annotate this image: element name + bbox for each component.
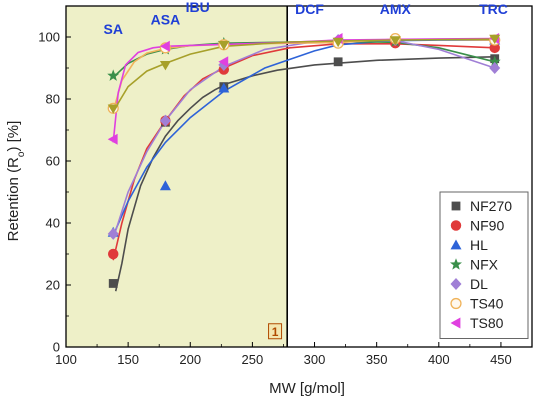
legend-label-ts80: TS80	[470, 315, 504, 331]
point-nf270-0	[108, 279, 118, 288]
y-tick-label-100: 100	[38, 30, 60, 45]
x-tick-label-200: 200	[179, 352, 201, 367]
x-tick-label-350: 350	[366, 352, 388, 367]
legend-marker-hl	[450, 239, 462, 250]
point-ts80-0	[107, 133, 118, 145]
legend-marker-dl	[450, 277, 462, 291]
x-tick-label-250: 250	[242, 352, 264, 367]
shaded-region	[66, 6, 288, 347]
curve-dl	[112, 39, 495, 239]
region-label: 1	[272, 325, 279, 339]
legend-marker-ts40	[450, 297, 462, 310]
legend-label-dl: DL	[470, 276, 488, 292]
fit-curves-layer	[112, 37, 495, 292]
y-axis-title-tail: ) [%]	[5, 121, 22, 152]
legend-marker-nf90	[450, 220, 462, 231]
x-tick-label-300: 300	[304, 352, 326, 367]
annotation-asa: ASA	[151, 12, 181, 28]
data-points-layer	[107, 32, 501, 288]
point-dl-0	[107, 227, 119, 240]
point-nf90-5	[489, 42, 500, 54]
y-tick-label-40: 40	[46, 216, 60, 231]
y-axis-title: Retention (Ro) [%]	[5, 121, 27, 242]
point-ts80-1	[159, 40, 170, 52]
x-tick-label-100: 100	[55, 352, 77, 367]
annotations-layer: SA ASA IBU DCF AMX TRC	[103, 0, 507, 37]
point-ts40-avg-4	[389, 36, 401, 46]
point-dl-5	[489, 61, 501, 75]
curve-ts80	[112, 37, 495, 143]
legend-label-nf90: NF90	[470, 218, 504, 234]
point-ts40-avg-2	[218, 40, 230, 51]
annotation-sa: SA	[103, 21, 122, 37]
y-tick-label-80: 80	[46, 92, 60, 107]
y-tick-label-20: 20	[46, 278, 60, 293]
annotation-amx: AMX	[380, 1, 412, 17]
point-ts80-2	[218, 56, 229, 68]
legend-label-nfx: NFX	[470, 257, 499, 273]
point-dl-1	[159, 114, 171, 127]
point-ts40-avg-0	[107, 104, 119, 114]
annotation-ibu: IBU	[186, 0, 210, 15]
point-hl-1	[159, 180, 171, 191]
region-label-box	[268, 323, 283, 340]
point-nfx-5	[488, 55, 501, 67]
point-ts40-avg-1	[159, 61, 171, 71]
x-axis-title: MW [g/mol]	[269, 380, 345, 397]
curve-ts40-avg	[112, 38, 495, 112]
x-tick-label-450: 450	[490, 352, 512, 367]
point-hl-2	[218, 82, 230, 93]
legend-marker-nfx	[450, 258, 462, 270]
point-nf270-3	[333, 57, 343, 67]
legend: NF270 NF90 HL NFX DL TS40 TS80	[439, 191, 529, 339]
point-ts40-avg-5	[489, 34, 501, 45]
legend-label-nf270: NF270	[470, 198, 512, 214]
y-axis-title-main: Retention (R	[5, 157, 22, 241]
x-tick-label-150: 150	[117, 352, 139, 367]
point-nf90-0	[107, 248, 119, 260]
plot-frame	[65, 5, 533, 348]
point-nfx-0	[107, 69, 120, 81]
annotation-dcf: DCF	[295, 1, 324, 17]
legend-label-ts40: TS40	[470, 296, 504, 312]
annotation-trc: TRC	[479, 1, 508, 17]
axes-layer: 100 150 200 250 300 350 400 450 0 20 40 60 80 100	[38, 5, 533, 367]
y-axis-title-sub: o	[16, 151, 27, 157]
y-tick-label-60: 60	[46, 154, 60, 169]
y-tick-label-0: 0	[53, 340, 60, 355]
x-tick-label-400: 400	[428, 352, 450, 367]
legend-label-hl: HL	[470, 237, 488, 253]
legend-marker-nf270	[451, 201, 461, 211]
legend-marker-ts80	[450, 317, 461, 329]
shaded-region-layer: 1	[66, 6, 288, 347]
point-ts40-avg-3	[332, 37, 344, 48]
